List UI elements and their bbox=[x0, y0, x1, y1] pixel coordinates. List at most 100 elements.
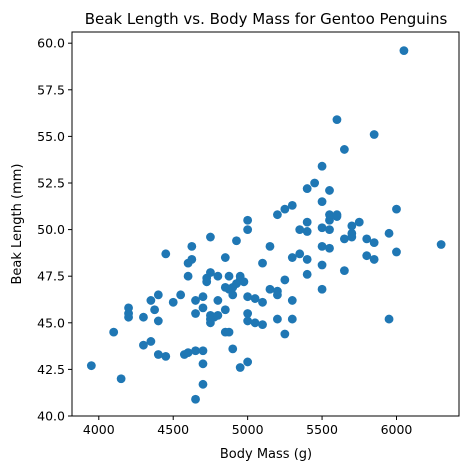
data-point bbox=[265, 241, 275, 251]
data-point bbox=[191, 394, 200, 404]
data-point bbox=[339, 234, 349, 244]
data-point bbox=[287, 200, 297, 210]
data-point bbox=[206, 268, 215, 277]
y-tick-label: 47.5 bbox=[37, 269, 65, 284]
x-tick-label: 4000 bbox=[83, 422, 115, 437]
data-point bbox=[392, 204, 401, 214]
data-point bbox=[317, 161, 327, 171]
data-point bbox=[243, 357, 253, 367]
data-point bbox=[362, 251, 372, 261]
data-point bbox=[325, 225, 334, 234]
data-point bbox=[280, 329, 290, 339]
x-axis-label: Body Mass (g) bbox=[220, 447, 312, 462]
data-point bbox=[302, 269, 312, 279]
data-point bbox=[362, 234, 372, 244]
data-point bbox=[198, 292, 208, 302]
data-point bbox=[325, 210, 334, 220]
data-point bbox=[139, 312, 148, 322]
data-point bbox=[198, 359, 208, 369]
data-point bbox=[146, 337, 156, 346]
data-point bbox=[302, 227, 312, 236]
data-point bbox=[176, 290, 186, 300]
data-point bbox=[239, 277, 249, 287]
data-point bbox=[86, 361, 96, 371]
y-tick-label: 55.0 bbox=[37, 129, 65, 144]
data-point bbox=[347, 221, 357, 231]
data-point bbox=[168, 297, 178, 307]
data-point bbox=[384, 228, 394, 238]
data-point bbox=[243, 316, 253, 326]
data-point bbox=[150, 305, 160, 315]
data-point bbox=[339, 145, 349, 154]
y-tick-label: 42.5 bbox=[37, 362, 65, 377]
data-point bbox=[317, 260, 327, 270]
chart-title: Beak Length vs. Body Mass for Gentoo Pen… bbox=[85, 10, 448, 28]
data-point bbox=[191, 346, 200, 356]
y-tick-label: 52.5 bbox=[37, 175, 65, 190]
data-point bbox=[317, 241, 327, 251]
data-point bbox=[287, 296, 297, 305]
data-point bbox=[287, 314, 297, 324]
data-point bbox=[232, 236, 241, 246]
data-point bbox=[347, 228, 357, 238]
data-point bbox=[384, 314, 394, 324]
data-point bbox=[224, 271, 234, 281]
data-point bbox=[258, 297, 267, 307]
data-point bbox=[213, 310, 223, 320]
data-point bbox=[317, 223, 327, 233]
data-point bbox=[287, 253, 297, 262]
data-point bbox=[146, 296, 156, 305]
x-tick-label: 6000 bbox=[381, 422, 413, 437]
data-point bbox=[369, 130, 379, 139]
data-point bbox=[310, 178, 320, 188]
data-point bbox=[265, 284, 275, 294]
data-point bbox=[325, 186, 334, 195]
data-point bbox=[153, 290, 163, 300]
data-point bbox=[139, 340, 148, 350]
data-point bbox=[339, 266, 349, 275]
data-point bbox=[224, 327, 234, 337]
data-point bbox=[161, 351, 171, 361]
y-axis-label: Beak Length (mm) bbox=[10, 164, 25, 285]
data-point bbox=[191, 296, 200, 305]
data-point bbox=[332, 115, 342, 125]
data-point bbox=[317, 197, 327, 207]
y-tick-label: 60.0 bbox=[37, 36, 65, 51]
data-point bbox=[213, 271, 223, 281]
data-point bbox=[317, 284, 327, 294]
data-point bbox=[187, 241, 197, 251]
data-point bbox=[220, 305, 230, 315]
y-tick-label: 57.5 bbox=[37, 82, 65, 97]
data-point bbox=[198, 303, 208, 313]
data-point bbox=[161, 249, 171, 259]
data-point bbox=[436, 240, 446, 249]
data-point bbox=[153, 350, 163, 359]
data-point bbox=[280, 275, 290, 285]
data-point bbox=[213, 296, 223, 305]
data-point bbox=[109, 327, 119, 337]
data-point bbox=[302, 217, 312, 227]
data-point bbox=[198, 379, 208, 389]
data-point bbox=[273, 314, 282, 324]
data-point bbox=[220, 253, 230, 262]
data-point bbox=[273, 286, 282, 296]
data-point bbox=[302, 255, 312, 264]
data-point bbox=[392, 247, 401, 257]
data-point bbox=[332, 210, 342, 220]
y-axis-ticks: 40.0 42.5 45.0 47.5 50.0 52.5 55.0 57.5 60.0 bbox=[37, 36, 72, 424]
data-point bbox=[183, 348, 193, 358]
data-point bbox=[191, 309, 200, 318]
data-point bbox=[124, 303, 133, 313]
data-point bbox=[302, 184, 312, 193]
data-point bbox=[280, 204, 290, 214]
data-point bbox=[187, 255, 197, 264]
y-tick-label: 45.0 bbox=[37, 315, 65, 330]
data-point bbox=[243, 309, 253, 318]
data-point bbox=[369, 255, 379, 264]
data-point bbox=[258, 258, 267, 268]
x-tick-label: 4500 bbox=[157, 422, 189, 437]
data-point bbox=[273, 210, 282, 220]
data-point bbox=[183, 271, 193, 281]
data-point bbox=[354, 217, 364, 227]
y-tick-label: 50.0 bbox=[37, 222, 65, 237]
